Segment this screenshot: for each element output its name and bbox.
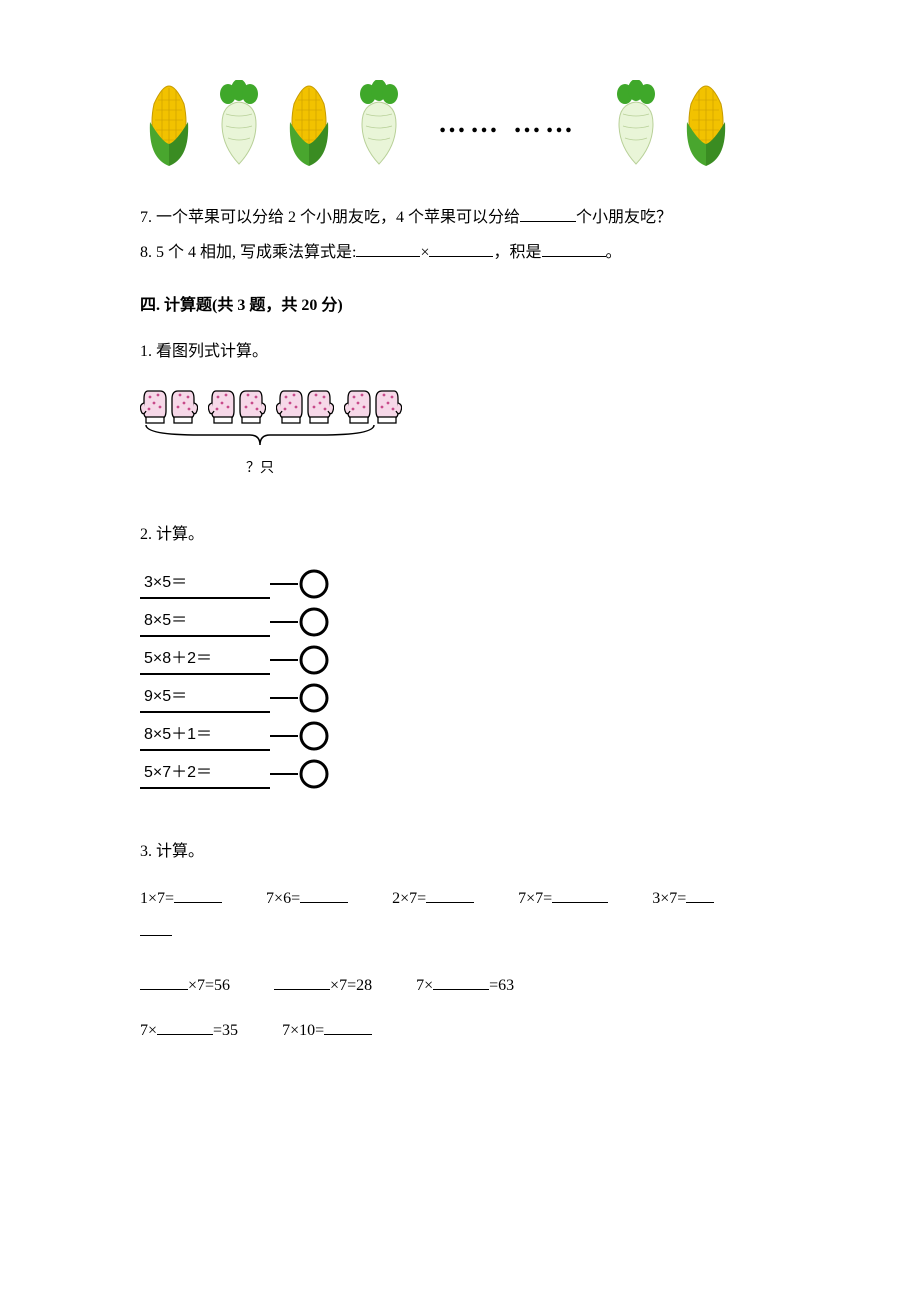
answer-blank[interactable] — [686, 887, 714, 903]
radish-icon — [210, 80, 268, 168]
answer-ring-icon[interactable] — [298, 606, 330, 638]
calc-row: 9×5＝ — [140, 682, 780, 714]
corn-icon — [140, 80, 198, 168]
calc-item: 7× =35 — [140, 1017, 238, 1046]
calc-item: 2×7= — [392, 885, 474, 914]
connector-line — [270, 621, 298, 623]
calc-text: 2×7= — [392, 890, 426, 907]
problem-1-title: 1. 看图列式计算。 — [140, 338, 780, 367]
answer-blank[interactable] — [157, 1019, 213, 1035]
calc-item: 7× =63 — [416, 972, 514, 1001]
answer-blank[interactable] — [140, 974, 188, 990]
q8-blank-1[interactable] — [356, 241, 420, 257]
answer-ring-icon[interactable] — [298, 720, 330, 752]
calc-expression: 9×5＝ — [140, 683, 270, 714]
section-4-heading: 四. 计算题(共 3 题，共 20 分) — [140, 292, 780, 321]
connector-line — [270, 659, 298, 661]
calc-item: 7×7= — [518, 885, 608, 914]
answer-blank[interactable] — [300, 887, 348, 903]
problem-3-title: 3. 计算。 — [140, 838, 780, 867]
vegetable-sequence: …… …… — [140, 80, 780, 168]
calc-text: =63 — [489, 977, 514, 994]
q7-blank[interactable] — [520, 206, 576, 222]
calc-item: 7×10= — [282, 1017, 372, 1046]
calc-text: 7×10= — [282, 1022, 324, 1039]
radish-icon — [350, 80, 408, 168]
connector-line — [270, 735, 298, 737]
mitten-pair — [208, 385, 266, 425]
calc-text: 7×7= — [518, 890, 552, 907]
answer-blank[interactable] — [552, 887, 608, 903]
answer-blank[interactable] — [433, 974, 489, 990]
calc-text: 1×7= — [140, 890, 174, 907]
question-8: 8. 5 个 4 相加, 写成乘法算式是: × ，积是 。 — [140, 239, 780, 268]
calc-row: 5×8＋2＝ — [140, 644, 780, 676]
problem-2-title: 2. 计算。 — [140, 521, 780, 550]
calc-item: ×7=28 — [274, 972, 372, 1001]
calc-item: 1×7= — [140, 885, 222, 914]
calc-text: 7×6= — [266, 890, 300, 907]
calc-item: 7×6= — [266, 885, 348, 914]
calc-item: 3×7= — [652, 885, 714, 914]
answer-ring-icon[interactable] — [298, 644, 330, 676]
q8-blank-2[interactable] — [429, 241, 493, 257]
corn-icon — [280, 80, 338, 168]
calc-text: ×7=56 — [188, 977, 230, 994]
answer-ring-icon[interactable] — [298, 758, 330, 790]
calc-text: 7× — [416, 977, 433, 994]
p3-wrap-blank[interactable] — [140, 918, 780, 947]
calc-expression: 3×5＝ — [140, 569, 270, 600]
q8-suffix: 。 — [606, 244, 622, 261]
connector-line — [270, 697, 298, 699]
q8-mid2: ，积是 — [493, 244, 541, 261]
calc-row: 8×5＋1＝ — [140, 720, 780, 752]
answer-ring-icon[interactable] — [298, 568, 330, 600]
mittens-figure: ？只 — [140, 385, 780, 481]
mitten-pair — [276, 385, 334, 425]
mitten-pair — [344, 385, 402, 425]
radish-icon — [607, 80, 665, 168]
p3-line-2: ×7=56 ×7=28 7× =63 — [140, 972, 780, 1005]
q8-prefix: 8. 5 个 4 相加, 写成乘法算式是: — [140, 244, 356, 261]
answer-ring-icon[interactable] — [298, 682, 330, 714]
calc-row: 8×5＝ — [140, 606, 780, 638]
calc-expression: 8×5＋1＝ — [140, 721, 270, 752]
answer-blank[interactable] — [274, 974, 330, 990]
q8-blank-3[interactable] — [542, 241, 606, 257]
q8-mid1: × — [420, 244, 429, 261]
p3-line-3: 7× =35 7×10= — [140, 1017, 780, 1050]
calc-row: 3×5＝ — [140, 568, 780, 600]
q7-prefix: 7. 一个苹果可以分给 2 个小朋友吃，4 个苹果可以分给 — [140, 209, 520, 226]
question-7: 7. 一个苹果可以分给 2 个小朋友吃，4 个苹果可以分给 个小朋友吃？ — [140, 204, 780, 233]
answer-blank[interactable] — [324, 1019, 372, 1035]
calc-expression: 5×7＋2＝ — [140, 759, 270, 790]
calc-text: 3×7= — [652, 890, 686, 907]
answer-blank[interactable] — [426, 887, 474, 903]
connector-line — [270, 583, 298, 585]
q7-suffix: 个小朋友吃？ — [576, 209, 672, 226]
p3-line-1: 1×7= 7×6= 2×7= 7×7= 3×7= — [140, 885, 780, 918]
calc-expression: 5×8＋2＝ — [140, 645, 270, 676]
calc-expression: 8×5＝ — [140, 607, 270, 638]
calc-row: 5×7＋2＝ — [140, 758, 780, 790]
corn-icon — [677, 80, 735, 168]
calc-text: ×7=28 — [330, 977, 372, 994]
calc-item: ×7=56 — [140, 972, 230, 1001]
calc-text: =35 — [213, 1022, 238, 1039]
answer-blank[interactable] — [174, 887, 222, 903]
mitten-pair — [140, 385, 198, 425]
calc-text: 7× — [140, 1022, 157, 1039]
ellipsis-dots: …… …… — [438, 99, 577, 149]
connector-line — [270, 773, 298, 775]
calc-expression-stack: 3×5＝ 8×5＝ 5×8＋2＝ 9×5＝ 8×5＋1＝ 5×7＋2＝ — [140, 568, 780, 790]
